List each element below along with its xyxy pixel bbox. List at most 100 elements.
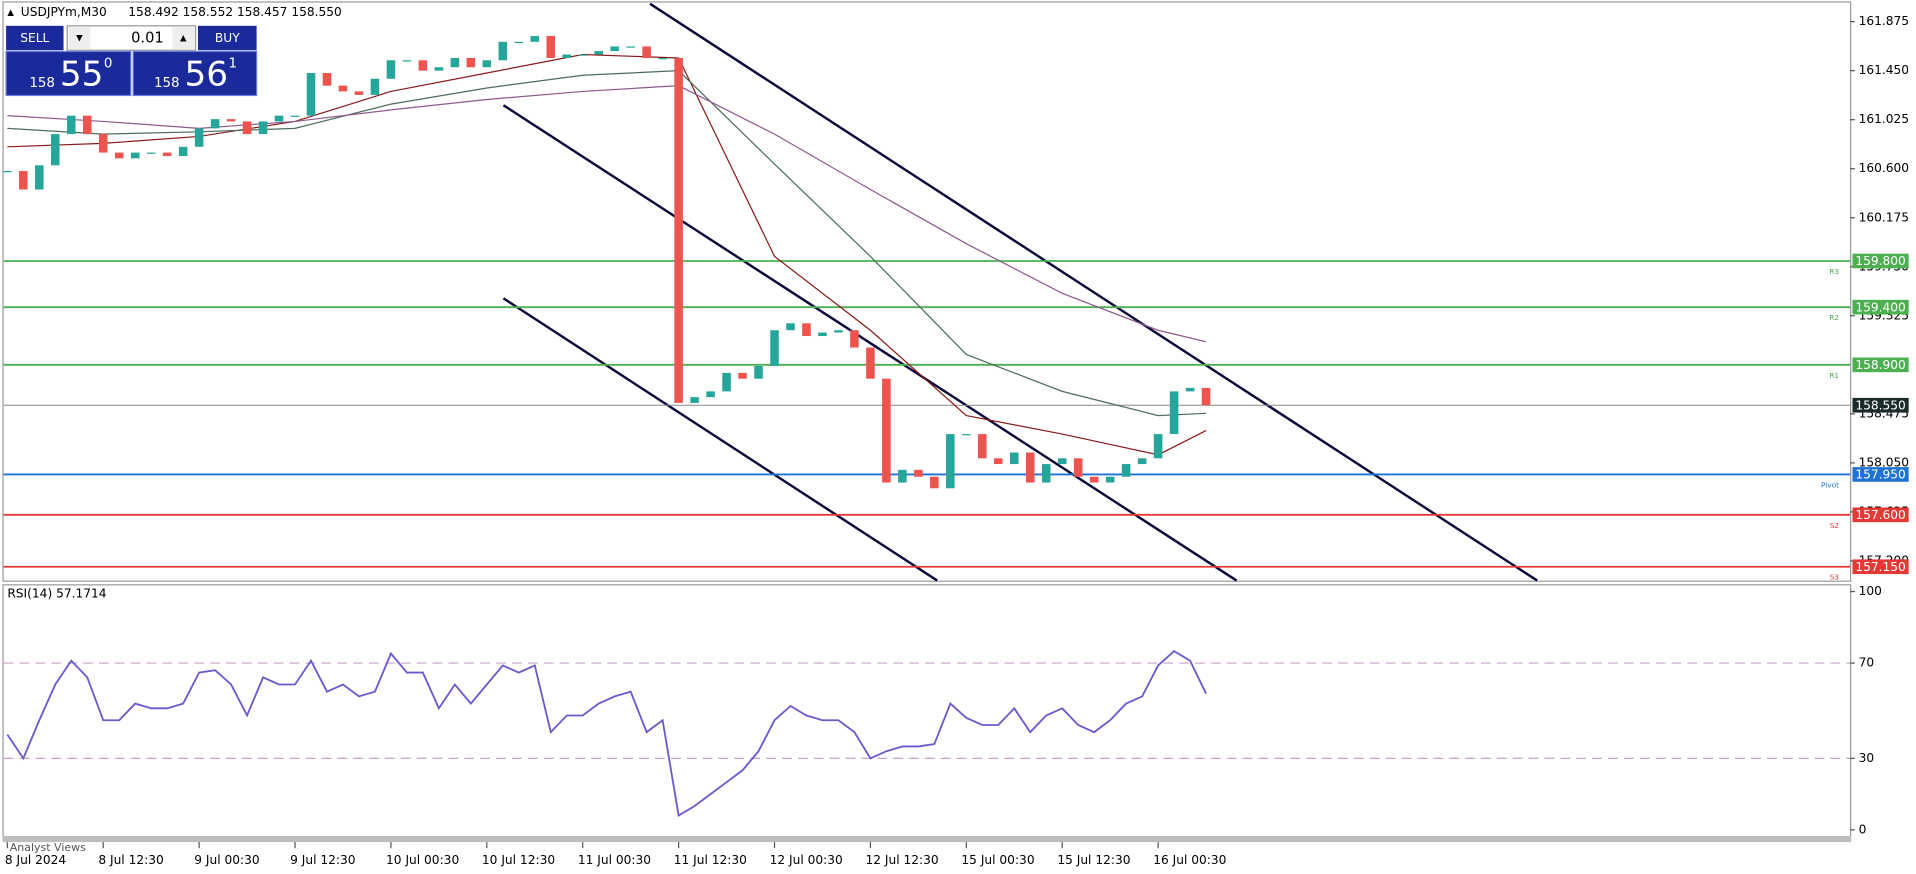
candle [19,171,28,190]
candle [82,115,92,135]
candle [434,67,444,71]
bottom-strip [2,835,1852,843]
level-label: 159.800 [1855,254,1905,268]
ask-sup: 1 [229,57,238,72]
level-badge [1852,467,1909,482]
candle [114,152,124,159]
level-label: 157.600 [1855,508,1905,522]
x-tick-label: 8 Jul 12:30 [98,853,163,867]
x-tick-label: 11 Jul 00:30 [578,853,651,867]
main-frame [2,1,1852,582]
candle [594,51,603,55]
trade-panel: SELL ▼ ▲ 0.01 BUY 158 55 0 158 56 1 [5,25,258,97]
bid-box[interactable] [5,50,132,97]
bid-sup: 0 [104,57,113,72]
level-badge [1852,559,1909,575]
candle [1009,452,1019,465]
symbol-arrow: ▲ [7,8,14,18]
y-tick-label: 160.600 [1859,161,1909,175]
candle [258,121,268,135]
candle [1121,464,1131,477]
candle [418,60,428,71]
level-label: 159.400 [1855,300,1905,314]
bid-main: 55 [60,54,104,94]
candle [562,54,572,58]
candle [66,115,76,135]
y-tick-label: 100 [1859,584,1882,598]
level-badge [1852,253,1909,269]
candle [1025,452,1035,483]
candle [786,323,795,331]
x-tick-label: 12 Jul 12:30 [866,853,939,867]
ask-box[interactable] [132,50,258,97]
level-badge [1852,299,1909,315]
symbol: USDJPYm,M30 [21,5,107,19]
x-tick-label: 15 Jul 00:30 [961,853,1034,867]
candle [898,469,907,483]
candle [578,54,587,56]
candle [306,72,316,116]
candle [1089,476,1099,483]
candle [482,60,492,68]
candle [754,365,763,379]
candle [834,330,843,333]
x-tick-label: 12 Jul 00:30 [770,853,843,867]
sell-button[interactable] [6,25,64,51]
candle [162,152,172,157]
candle [802,323,811,337]
y-tick-label: 161.875 [1859,14,1909,28]
candle [1057,458,1067,465]
candle [242,121,252,135]
candle [1041,464,1051,483]
candle [930,476,939,489]
x-tick-label: 10 Jul 00:30 [386,853,459,867]
candle [402,60,412,62]
candle [818,332,827,337]
y-tick-label: 70 [1859,656,1875,670]
moving-average [7,53,1207,456]
candle [1185,387,1195,392]
level-badge [1852,357,1909,373]
trendline [502,297,938,582]
ohlc: 158.492 158.552 158.457 158.550 [128,5,342,19]
candle [530,36,540,42]
candle [514,41,524,44]
candle [386,60,396,79]
current-price-label: 158.550 [1855,398,1905,412]
candle [674,57,683,403]
candle [770,330,779,366]
lot-value: 0.01 [131,30,164,47]
candle [610,46,619,52]
candle [882,378,891,483]
candle [322,72,332,86]
candle [626,46,635,48]
lot-down[interactable] [68,27,91,50]
candle [1073,458,1083,477]
buy-button[interactable] [197,25,257,51]
candle [210,119,220,129]
lot-up[interactable] [172,27,195,50]
candle [642,46,651,58]
y-tick-label: 160.175 [1859,210,1909,224]
candle [722,372,731,392]
candle [690,397,699,403]
candle [738,372,747,379]
candle [962,434,971,436]
y-tick-label: 0 [1859,822,1867,836]
y-tick-label: 158.050 [1859,455,1909,469]
candle [1137,458,1147,465]
candle [178,146,188,157]
level-label: 157.950 [1855,468,1905,482]
trendline [649,2,1538,582]
candle [706,391,715,398]
candle [226,119,236,122]
candle [1105,476,1115,483]
x-tick-label: 11 Jul 12:30 [674,853,747,867]
candle [35,165,44,190]
candle [51,134,60,166]
up-arrow: ▲ [180,34,187,44]
level-name: R3 [1829,267,1839,276]
analyst-views: Analyst Views [10,841,86,854]
